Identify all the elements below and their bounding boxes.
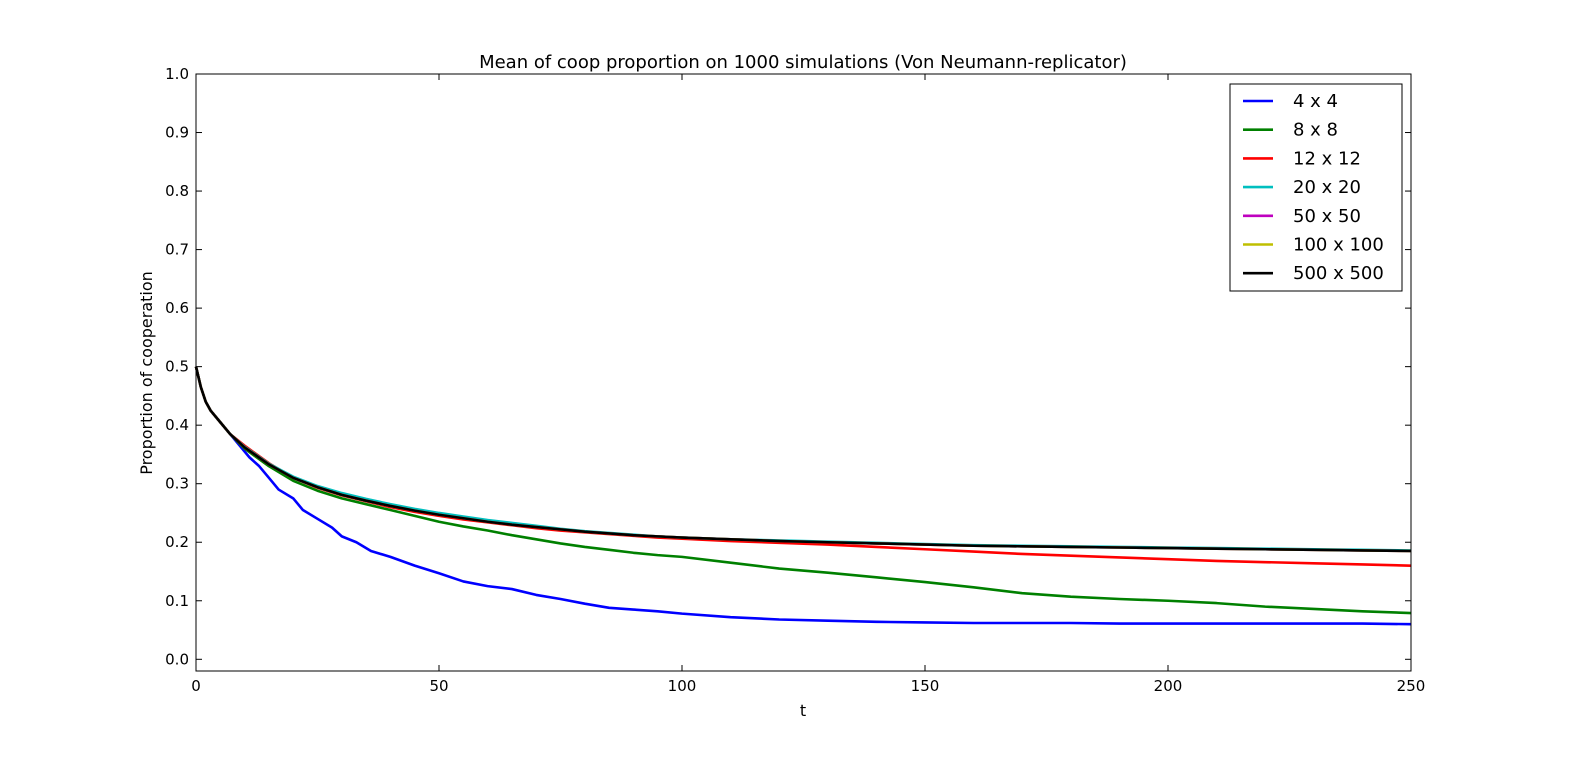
chart-title: Mean of coop proportion on 1000 simulati… — [479, 52, 1127, 73]
legend-label-6: 100 x 100 — [1293, 235, 1384, 256]
x-axis-label: t — [800, 701, 806, 720]
y-tick-label: 0.9 — [165, 124, 189, 142]
x-tick-label: 150 — [911, 677, 940, 695]
y-tick-label: 0.4 — [165, 416, 189, 434]
y-tick-label: 0.5 — [165, 358, 189, 376]
y-tick-label: 0.6 — [165, 299, 189, 317]
x-tick-label: 50 — [429, 677, 448, 695]
x-tick-label: 0 — [191, 677, 201, 695]
series-line-7 — [194, 366, 1412, 553]
legend: 4 x 4 8 x 8 12 x 12 20 x 20 50 x 50 100 x 100… — [1229, 83, 1403, 292]
y-tick-label: 0.3 — [165, 475, 189, 493]
series-line-1 — [194, 366, 1412, 626]
y-tick-label: 1.0 — [165, 65, 189, 83]
y-tick-label: 0.2 — [165, 533, 189, 551]
y-tick-label: 0.1 — [165, 592, 189, 610]
legend-label-7: 500 x 500 — [1293, 263, 1384, 284]
y-tick-label: 0.0 — [165, 650, 189, 668]
x-tick-label: 200 — [1154, 677, 1183, 695]
series-layer — [194, 366, 1412, 626]
legend-items: 4 x 4 8 x 8 12 x 12 20 x 20 50 x 50 100 x 100… — [1243, 91, 1384, 284]
y-axis-label: Proportion of cooperation — [137, 271, 156, 475]
legend-label-2: 8 x 8 — [1293, 120, 1338, 141]
x-tick-label: 250 — [1397, 677, 1426, 695]
legend-label-4: 20 x 20 — [1293, 177, 1361, 198]
x-tick-label: 100 — [668, 677, 697, 695]
legend-label-1: 4 x 4 — [1293, 91, 1338, 112]
legend-label-5: 50 x 50 — [1293, 206, 1361, 227]
plot-frame — [195, 73, 1412, 672]
ticks-layer: 0 50 100 150 200 250 0.0 0.1 0.2 0.3 0.4 0.5 0.6 0.7 0… — [165, 65, 1425, 695]
legend-label-3: 12 x 12 — [1293, 148, 1361, 169]
y-tick-label: 0.7 — [165, 241, 189, 259]
y-tick-label: 0.8 — [165, 182, 189, 200]
